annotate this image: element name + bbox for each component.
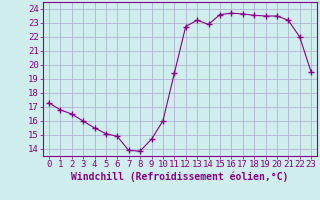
X-axis label: Windchill (Refroidissement éolien,°C): Windchill (Refroidissement éolien,°C) bbox=[71, 172, 289, 182]
